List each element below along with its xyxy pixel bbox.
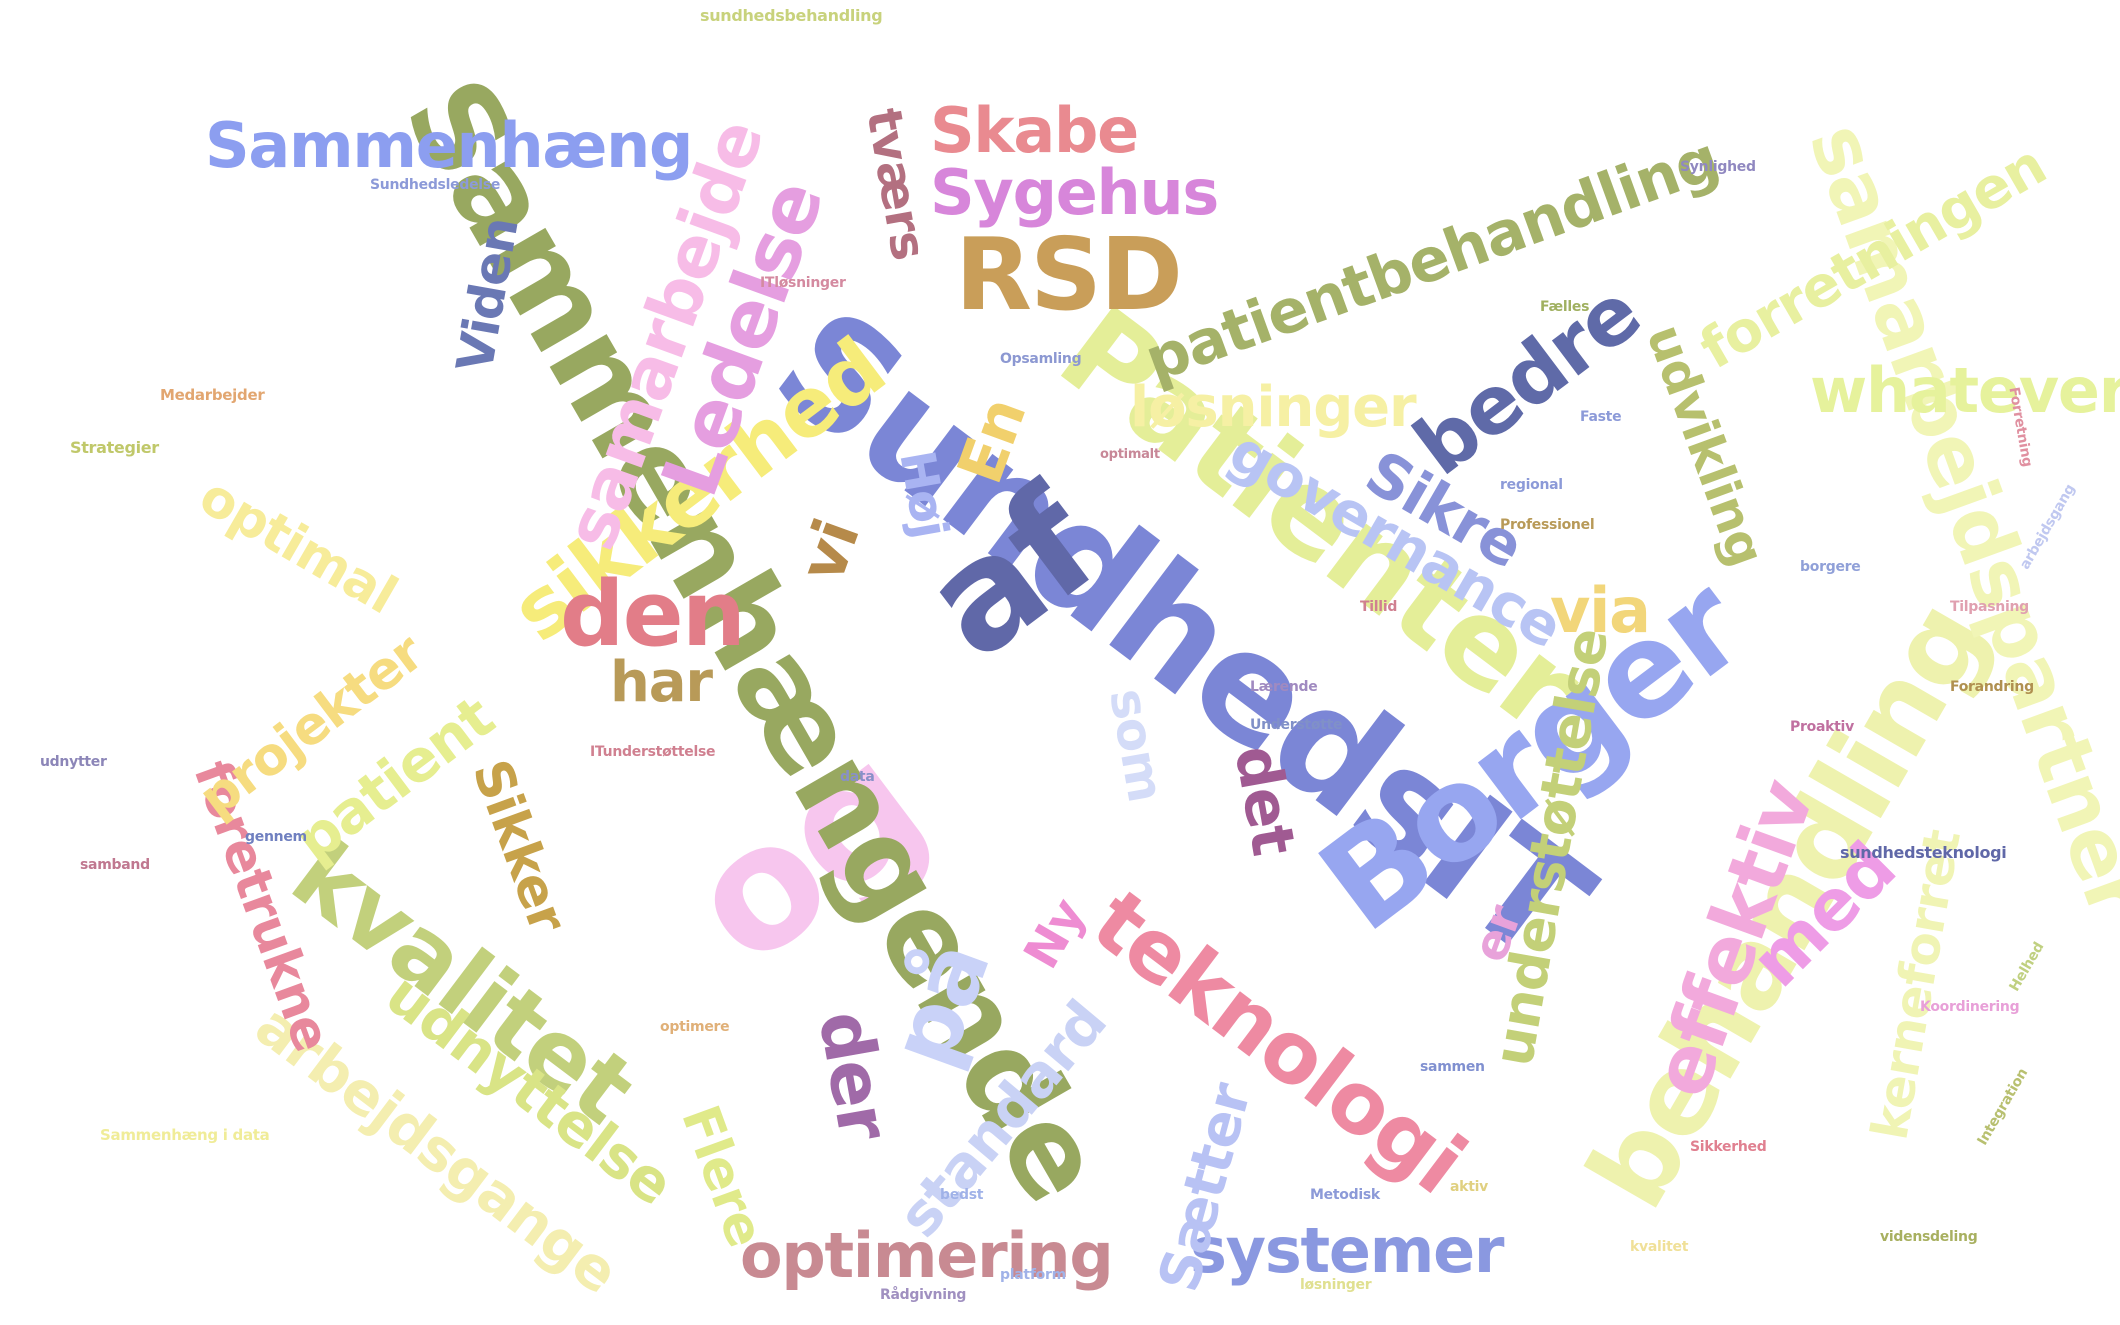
small-word: sundhedsteknologi [1840,843,2007,862]
word-det: det [1220,740,1309,860]
word-sygehus: Sygehus [930,156,1219,229]
small-word: Tilpasning [1950,599,2029,615]
word-sikker: Sikker [460,752,578,940]
small-word: Helhed [2006,939,2048,995]
word-via: via [1550,574,1651,647]
small-word: Fælles [1540,299,1590,315]
small-word: bedst [940,1187,984,1203]
small-word: løsninger [1300,1277,1372,1293]
small-word: udnytter [40,754,107,770]
word-optimal: optimal [189,466,407,626]
small-word: sammen [1420,1059,1485,1075]
small-word: Opsamling [1000,351,1082,367]
small-word: regional [1500,477,1563,493]
small-word: gennem [245,829,307,845]
small-word: samband [80,857,150,873]
small-word: Lærende [1250,679,1318,695]
small-word: vidensdeling [1880,1229,1978,1245]
small-word: aktiv [1450,1179,1488,1195]
word-flere: Flere [669,1097,776,1255]
small-word: Rådgivning [880,1287,967,1303]
small-word: Metodisk [1310,1187,1380,1203]
word-sammenhaeng: Sammenhæng [205,109,693,182]
small-word: Strategier [70,438,159,457]
small-word: kvalitet [1630,1239,1689,1255]
word-den: den [560,562,746,667]
small-word: Forandring [1950,679,2034,695]
word-rsd: RSD [955,216,1183,333]
word-vi: vi [784,510,874,592]
small-word: Synlighed [1680,159,1756,175]
small-word: Understøtte [1250,717,1343,733]
word-tvaers: tværs [855,104,937,264]
word-losninger: løsninger [1130,375,1417,440]
small-word: Integration [1974,1065,2032,1149]
small-word: Tillid [1360,599,1398,615]
small-word: platform [1000,1267,1066,1283]
small-word: ITløsninger [760,275,846,291]
small-word: sundhedsbehandling [700,6,883,25]
small-word: data [840,769,875,785]
word-hoj: Høj [888,446,959,542]
small-word: optimere [660,1019,730,1035]
small-word: Proaktiv [1790,719,1854,735]
word-ny: Ny [1013,889,1097,979]
word-systemer: systemer [1190,1214,1504,1287]
word-skabe: Skabe [930,94,1139,167]
word-har: har [610,650,713,715]
small-word: borgere [1800,559,1861,575]
word-whatever: whatever [1810,354,2120,427]
small-word: Koordinering [1920,999,2020,1015]
small-word: Medarbejder [160,386,265,404]
small-word: optimalt [1100,447,1160,462]
word-optimering: optimering [740,1219,1114,1292]
small-word: Professionel [1500,517,1595,533]
small-word: Sundhedsledelse [370,177,501,193]
word-bedre: bedre [1397,265,1657,494]
small-word: ITunderstøttelse [590,744,716,760]
small-word: Sikkerhed [1690,1139,1767,1155]
small-word: Sammenhæng i data [100,1126,270,1144]
small-word: Faste [1580,409,1622,425]
